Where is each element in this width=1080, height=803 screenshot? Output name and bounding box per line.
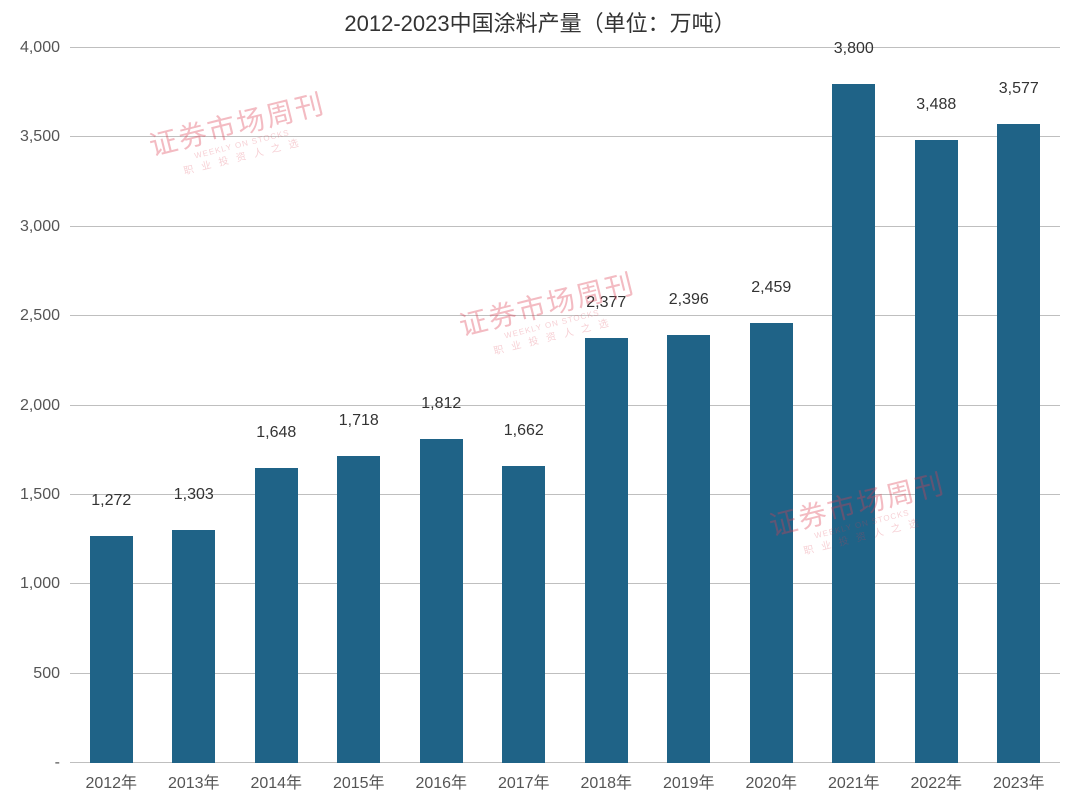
bar xyxy=(585,338,628,763)
bar-slot: 1,3032013年 xyxy=(153,48,236,763)
x-tick-label: 2015年 xyxy=(318,763,401,793)
bar-slot: 2,3772018年 xyxy=(565,48,648,763)
bar-slot: 3,5772023年 xyxy=(978,48,1061,763)
bar-slot: 2,4592020年 xyxy=(730,48,813,763)
bar xyxy=(832,84,875,763)
y-tick-label: 3,000 xyxy=(20,218,70,236)
y-tick-label: 2,500 xyxy=(20,307,70,325)
bar xyxy=(915,140,958,763)
bar-slot: 1,8122016年 xyxy=(400,48,483,763)
bar-slot: 1,7182015年 xyxy=(318,48,401,763)
x-tick-label: 2016年 xyxy=(400,763,483,793)
bar-slot: 3,4882022年 xyxy=(895,48,978,763)
bar-value-label: 3,488 xyxy=(895,96,978,118)
y-tick-label: 500 xyxy=(33,665,70,683)
chart-title: 2012-2023中国涂料产量（单位：万吨） xyxy=(0,6,1080,38)
bar-value-label: 2,396 xyxy=(648,291,731,313)
y-tick-label: 3,500 xyxy=(20,128,70,146)
bar-slot: 1,2722012年 xyxy=(70,48,153,763)
bar xyxy=(255,468,298,763)
bar-slot: 1,6482014年 xyxy=(235,48,318,763)
bar-value-label: 1,718 xyxy=(318,412,401,434)
bar-slot: 2,3962019年 xyxy=(648,48,731,763)
bar-value-label: 2,459 xyxy=(730,279,813,301)
bar xyxy=(172,530,215,763)
y-tick-label: 4,000 xyxy=(20,39,70,57)
bar-slot: 3,8002021年 xyxy=(813,48,896,763)
bar-value-label: 3,577 xyxy=(978,80,1061,102)
bar xyxy=(337,456,380,763)
x-tick-label: 2022年 xyxy=(895,763,978,793)
bar xyxy=(420,439,463,763)
y-tick-label: - xyxy=(55,754,70,772)
bar-value-label: 1,662 xyxy=(483,422,566,444)
bar-value-label: 3,800 xyxy=(813,40,896,62)
x-tick-label: 2017年 xyxy=(483,763,566,793)
bar-value-label: 1,648 xyxy=(235,424,318,446)
chart-container: 2012-2023中国涂料产量（单位：万吨） - -5001,0001,5002… xyxy=(0,0,1080,803)
bar xyxy=(750,323,793,763)
y-tick-label: 2,000 xyxy=(20,397,70,415)
x-tick-label: 2023年 xyxy=(978,763,1061,793)
x-tick-label: 2014年 xyxy=(235,763,318,793)
x-tick-label: 2019年 xyxy=(648,763,731,793)
bar-value-label: 1,272 xyxy=(70,492,153,514)
x-tick-label: 2013年 xyxy=(153,763,236,793)
x-tick-label: 2018年 xyxy=(565,763,648,793)
bar xyxy=(667,335,710,763)
x-tick-label: 2020年 xyxy=(730,763,813,793)
bar xyxy=(502,466,545,763)
y-tick-label: 1,500 xyxy=(20,486,70,504)
bar-value-label: 2,377 xyxy=(565,294,648,316)
bar-slot: 1,6622017年 xyxy=(483,48,566,763)
x-tick-label: 2012年 xyxy=(70,763,153,793)
plot-area: - -5001,0001,5002,0002,5003,0003,5004,00… xyxy=(70,48,1060,763)
bar-value-label: 1,303 xyxy=(153,486,236,508)
bar xyxy=(90,536,133,763)
x-tick-label: 2021年 xyxy=(813,763,896,793)
y-tick-label: 1,000 xyxy=(20,575,70,593)
bar-value-label: 1,812 xyxy=(400,395,483,417)
bar xyxy=(997,124,1040,763)
